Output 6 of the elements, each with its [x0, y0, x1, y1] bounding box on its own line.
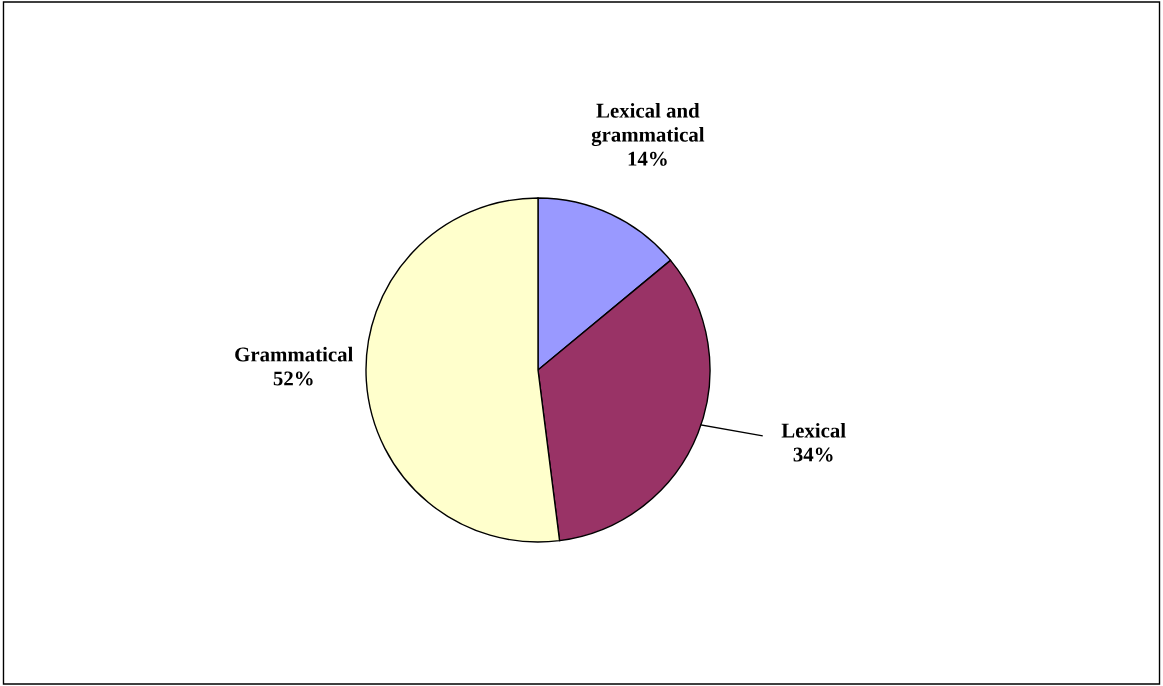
slice-label: Lexical and grammatical [591, 103, 705, 147]
slice-label: Grammatical [235, 346, 353, 362]
data-label: 34% [793, 447, 833, 462]
data-label: 52% [273, 371, 313, 386]
data-label: 14% [628, 151, 667, 166]
slice-label: Lexical [781, 422, 846, 438]
